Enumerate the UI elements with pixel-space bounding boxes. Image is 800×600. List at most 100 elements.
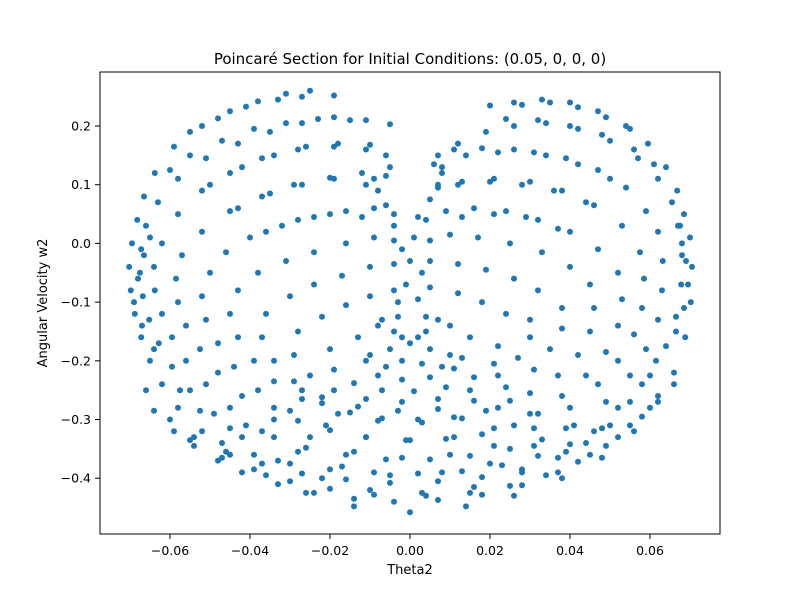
data-point	[259, 428, 265, 435]
data-point	[129, 240, 135, 247]
data-point	[479, 491, 485, 498]
data-point	[399, 334, 405, 341]
data-point	[423, 492, 429, 499]
data-point	[391, 237, 397, 244]
data-point	[207, 181, 213, 188]
data-point	[423, 328, 429, 335]
data-point	[563, 448, 569, 455]
data-point	[511, 146, 517, 153]
data-point	[467, 334, 473, 341]
data-point	[291, 378, 297, 385]
data-point	[679, 240, 685, 247]
data-point	[583, 199, 589, 206]
data-point	[155, 199, 161, 206]
data-point	[467, 489, 473, 496]
data-point	[671, 381, 677, 388]
data-point	[351, 495, 357, 502]
data-point	[327, 346, 333, 353]
data-point	[215, 369, 221, 376]
data-point	[175, 175, 181, 182]
data-point	[669, 199, 675, 206]
data-point	[239, 393, 245, 399]
data-point	[443, 435, 449, 442]
data-point	[141, 193, 147, 200]
data-point	[141, 252, 147, 259]
data-point	[645, 140, 651, 147]
data-point	[367, 352, 373, 358]
data-point	[653, 357, 659, 364]
data-point	[171, 428, 177, 435]
data-point	[391, 261, 397, 267]
data-point	[451, 365, 457, 372]
data-point	[169, 334, 175, 341]
data-point	[287, 407, 293, 414]
data-point	[423, 216, 429, 223]
data-point	[203, 381, 209, 388]
data-point	[587, 451, 593, 458]
data-point	[559, 475, 565, 482]
data-point	[559, 305, 565, 311]
data-point	[499, 462, 505, 469]
data-point	[651, 161, 657, 168]
data-point	[307, 87, 313, 94]
data-point	[519, 482, 525, 489]
data-point	[527, 334, 533, 341]
data-point	[551, 187, 557, 194]
data-point	[639, 305, 645, 311]
data-point	[134, 216, 141, 223]
data-point	[271, 404, 277, 411]
data-point	[199, 428, 205, 435]
data-point	[643, 208, 649, 215]
data-point	[479, 145, 485, 152]
data-point	[599, 131, 605, 138]
data-point	[407, 258, 413, 264]
data-point	[507, 445, 513, 452]
data-point	[559, 393, 565, 399]
data-point	[371, 491, 377, 498]
data-point	[647, 404, 653, 411]
data-point	[255, 387, 261, 394]
data-point	[383, 152, 389, 159]
data-point	[639, 381, 645, 388]
data-point	[555, 469, 561, 476]
data-point	[483, 266, 489, 273]
data-point	[183, 322, 189, 329]
chart-title: Poincaré Section for Initial Conditions:…	[214, 50, 606, 68]
data-point	[379, 415, 385, 422]
data-point	[343, 451, 349, 458]
data-point	[631, 428, 637, 435]
data-point	[375, 372, 381, 379]
data-point	[151, 346, 157, 353]
data-point	[575, 161, 581, 168]
data-point	[615, 322, 621, 329]
data-point	[387, 479, 393, 486]
data-point	[387, 346, 393, 353]
data-point	[447, 231, 453, 238]
data-point	[685, 281, 691, 288]
data-point	[379, 387, 385, 394]
data-point	[251, 357, 257, 364]
data-point	[383, 172, 389, 179]
data-point	[531, 366, 537, 373]
data-point	[435, 478, 441, 485]
data-point	[147, 357, 153, 364]
data-point	[447, 451, 453, 458]
data-point	[487, 102, 493, 109]
data-point	[575, 458, 581, 465]
data-point	[599, 454, 605, 461]
x-tick-label: 0.04	[556, 543, 584, 558]
data-point	[483, 407, 489, 414]
data-point	[435, 497, 441, 503]
data-point	[615, 404, 621, 411]
data-point	[531, 442, 537, 449]
data-point	[491, 425, 497, 432]
data-point	[187, 152, 193, 159]
data-point	[659, 258, 666, 264]
data-point	[371, 234, 377, 241]
data-point	[671, 369, 677, 376]
data-point	[319, 400, 325, 407]
data-point	[678, 281, 685, 288]
data-point	[395, 407, 401, 414]
data-point	[487, 460, 493, 467]
